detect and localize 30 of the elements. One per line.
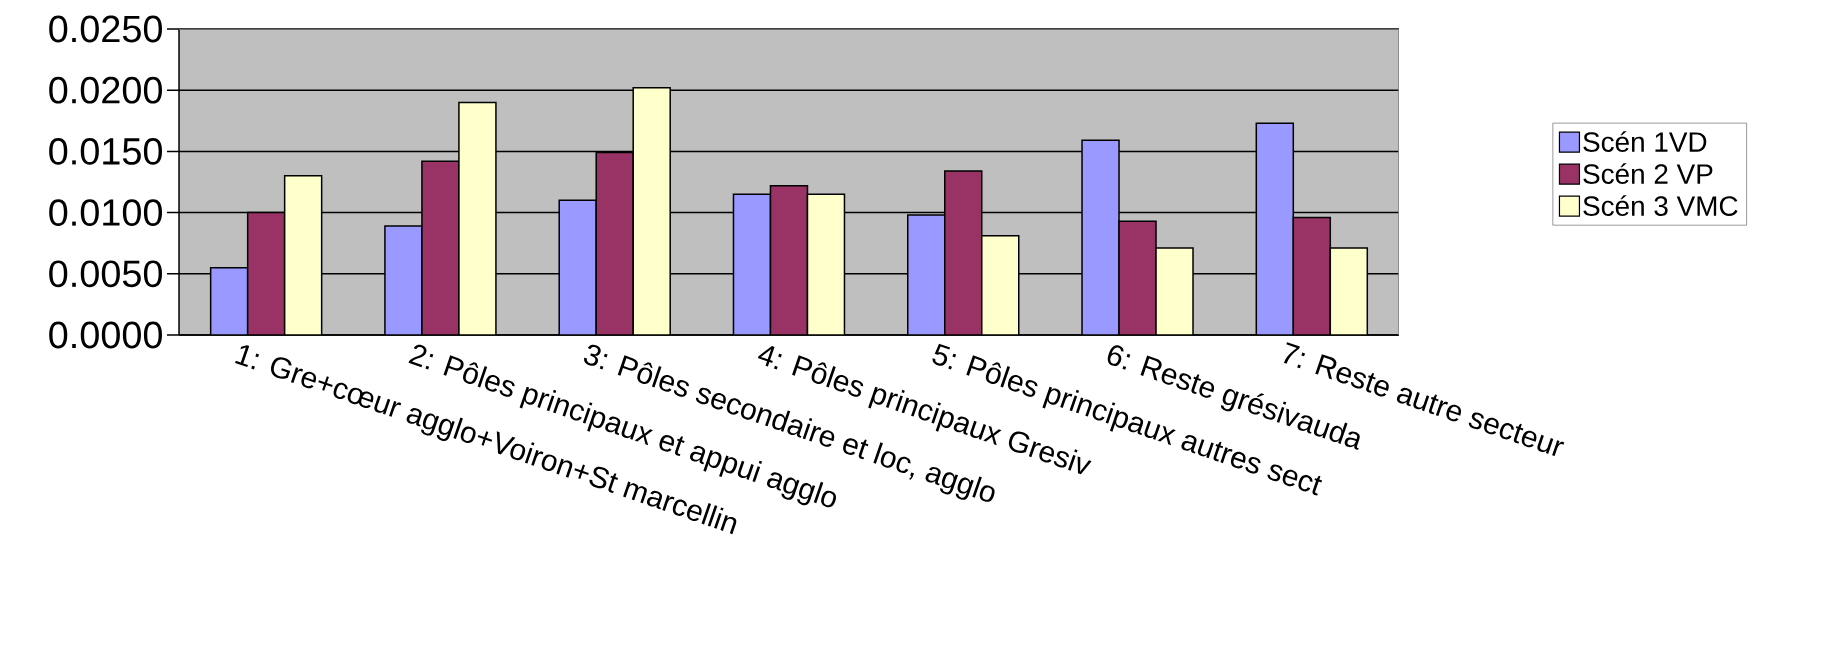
y-tick-label: 0.0100 [49, 199, 162, 226]
bar [1292, 216, 1332, 335]
bar [458, 101, 497, 335]
legend-label: Scén 3 VMC [1583, 195, 1738, 216]
bar [246, 211, 286, 335]
bar [1329, 247, 1369, 335]
bar [1081, 139, 1120, 335]
bar [907, 214, 946, 335]
bar [806, 193, 846, 335]
bar [558, 199, 597, 335]
bar [384, 225, 423, 335]
bar [421, 160, 460, 335]
bar [632, 86, 671, 335]
y-tick-label: 0.0200 [49, 76, 162, 104]
bar [595, 151, 634, 335]
bar [283, 175, 323, 335]
legend-label: Scén 1VD [1583, 131, 1707, 152]
bar [732, 193, 772, 335]
y-tick-label: 0.0050 [49, 260, 162, 288]
y-tick-label: 0.0150 [49, 137, 162, 165]
bar [769, 184, 809, 335]
bar [1155, 247, 1194, 335]
legend-label: Scén 2 VP [1583, 163, 1713, 184]
bar [1118, 220, 1157, 335]
bar [981, 235, 1020, 335]
bar [944, 170, 983, 335]
bar [1255, 122, 1295, 335]
y-tick-label: 0.0000 [49, 321, 162, 349]
y-tick-label: 0.0250 [49, 15, 162, 43]
bar [209, 266, 249, 335]
